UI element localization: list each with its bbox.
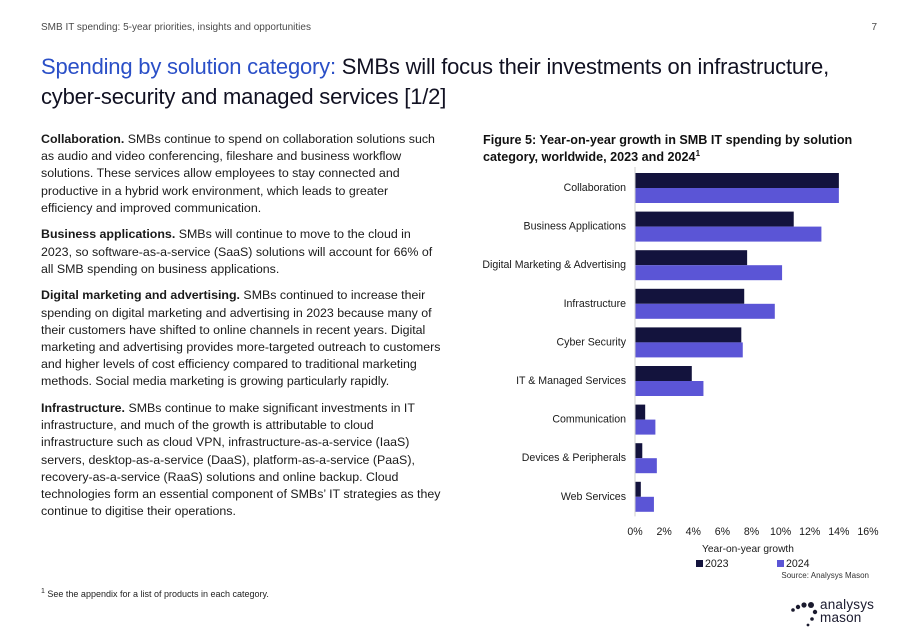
logo-wordmark: analysys mason: [820, 597, 875, 625]
category-label: Collaboration: [564, 182, 627, 194]
paragraph-heading: Digital marketing and advertising.: [41, 288, 240, 303]
x-tick-label: 8%: [744, 526, 760, 538]
bar-2023: [635, 211, 794, 227]
bar-2024: [635, 458, 657, 474]
paragraph-heading: Business applications.: [41, 227, 176, 242]
bar-2024: [635, 226, 822, 242]
paragraph-text: SMBs will continue to move to the cloud …: [41, 227, 433, 276]
page-title: Spending by solution category: SMBs will…: [41, 52, 891, 112]
running-title: SMB IT spending: 5-year priorities, insi…: [41, 22, 311, 33]
x-tick-label: 10%: [770, 526, 792, 538]
category-label: Digital Marketing & Advertising: [482, 259, 626, 271]
x-tick-label: 2%: [656, 526, 672, 538]
x-tick-label: 14%: [828, 526, 850, 538]
category-label: Infrastructure: [564, 298, 627, 310]
paragraph-collaboration: Collaboration. SMBs continue to spend on…: [41, 131, 441, 217]
bar-2023: [635, 366, 692, 381]
footnote-marker: 1: [41, 588, 45, 595]
paragraph-heading: Infrastructure.: [41, 401, 125, 416]
page-title-accent: Spending by solution category:: [41, 54, 336, 79]
legend-label-2023: 2023: [705, 558, 729, 570]
bar-2023: [635, 481, 641, 497]
bar-2023: [635, 173, 839, 188]
paragraph-text: SMBs continued to increase their spendin…: [41, 288, 441, 389]
page-title-rest: SMBs will focus their investments on inf…: [41, 54, 830, 109]
paragraph-business-applications: Business applications. SMBs will continu…: [41, 226, 441, 278]
paragraph-digital-marketing: Digital marketing and advertising. SMBs …: [41, 287, 441, 390]
paragraph-infrastructure: Infrastructure. SMBs continue to make si…: [41, 400, 441, 520]
body-text: Collaboration. SMBs continue to spend on…: [41, 131, 441, 530]
figure-caption: Figure 5: Year-on-year growth in SMB IT …: [483, 132, 883, 166]
logo-dots-icon: [791, 602, 818, 627]
bar-2024: [635, 303, 775, 319]
category-label: Communication: [552, 414, 626, 426]
x-tick-label: 0%: [627, 526, 643, 538]
growth-bar-chart: Collaboration Business Applications Digita…: [482, 167, 879, 580]
bar-2023: [635, 250, 748, 266]
x-tick-label: 16%: [857, 526, 879, 538]
x-tick-label: 4%: [686, 526, 702, 538]
category-label: IT & Managed Services: [516, 375, 626, 387]
bar-2023: [635, 443, 643, 459]
legend-label-2024: 2024: [786, 558, 810, 570]
bar-2024: [635, 188, 839, 203]
paragraph-text: SMBs continue to spend on collaboration …: [41, 132, 435, 215]
bar-2024: [635, 265, 783, 281]
x-axis-title: Year-on-year growth: [702, 544, 794, 555]
legend-swatch-2024: [777, 560, 784, 567]
paragraph-text: SMBs continue to make significant invest…: [41, 401, 441, 519]
bar-2023: [635, 327, 742, 343]
bar-2024: [635, 381, 704, 396]
figure-caption-text: Figure 5: Year-on-year growth in SMB IT …: [483, 133, 853, 164]
category-label: Business Applications: [524, 221, 626, 233]
bar-2023: [635, 404, 646, 420]
category-label: Web Services: [561, 491, 626, 503]
chart-source: Source: Analysys Mason: [781, 571, 869, 580]
bar-2023: [635, 288, 745, 304]
bar-2024: [635, 419, 656, 435]
bar-2024: [635, 496, 654, 512]
footnote: 1 See the appendix for a list of product…: [41, 588, 269, 599]
legend-swatch-2023: [696, 560, 703, 567]
category-label: Cyber Security: [557, 336, 627, 348]
paragraph-heading: Collaboration.: [41, 132, 125, 146]
figure-caption-footnote-marker: 1: [695, 148, 701, 158]
logo-line-2: mason: [820, 610, 862, 625]
analysys-mason-logo: analysys mason: [790, 596, 890, 630]
bar-2024: [635, 342, 743, 358]
page-number: 7: [871, 22, 877, 33]
x-tick-label: 6%: [715, 526, 731, 538]
logo-line-1: analysys: [820, 597, 875, 612]
x-tick-label: 12%: [799, 526, 821, 538]
category-label: Devices & Peripherals: [522, 452, 626, 464]
footnote-text: See the appendix for a list of products …: [44, 589, 269, 599]
